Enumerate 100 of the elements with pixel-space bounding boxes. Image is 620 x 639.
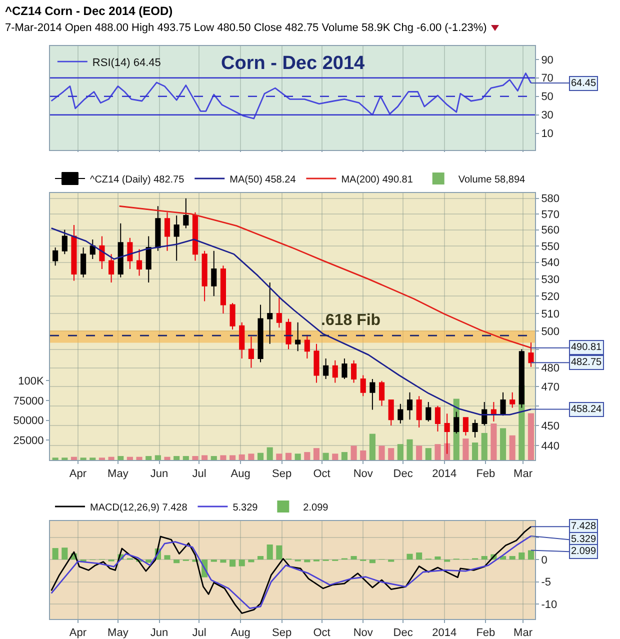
x-tick-label: Apr: [69, 468, 87, 480]
y-tick-label: 450: [541, 420, 560, 432]
candlestick: [304, 334, 310, 359]
x-tick-label: Mar: [514, 627, 533, 639]
candlestick: [434, 405, 441, 432]
x-tick-label: Dec: [393, 627, 414, 639]
y-tick-label: 10: [541, 128, 554, 140]
candlestick: [323, 358, 329, 380]
candlestick: [62, 229, 68, 255]
y-tick-label: 30: [541, 110, 554, 122]
bar: [220, 560, 226, 563]
candlestick: [192, 212, 198, 262]
x-tick-label: 2014: [432, 468, 457, 480]
candlestick: [286, 318, 292, 350]
x-tick-label: Aug: [230, 627, 250, 639]
bar: [248, 560, 254, 562]
annotation: 490.81: [571, 342, 602, 353]
bar: [434, 556, 441, 560]
bar: [174, 560, 180, 564]
candlestick: [211, 250, 217, 297]
y-tick-label: 0: [541, 554, 548, 566]
candlestick: [462, 417, 468, 436]
candlestick: [388, 400, 394, 426]
candlestick: [164, 212, 170, 252]
band-label: .618 Fib: [321, 312, 381, 329]
x-tick-label: Oct: [313, 468, 330, 480]
chart-subtitle: 7-Mar-2014 Open 488.00 High 493.75 Low 480.50 Close 482.75 Volume 58.9K Chg -6.00 (-1.23%): [4, 22, 487, 34]
candlestick: [332, 360, 338, 384]
bar: [509, 556, 516, 560]
candlestick: [426, 401, 432, 422]
candlestick: [416, 396, 422, 428]
x-tick-label: Aug: [230, 468, 250, 480]
candlestick: [482, 401, 488, 426]
candlestick: [108, 254, 114, 283]
y-tick-label: 560: [541, 224, 560, 237]
candlestick: [490, 401, 496, 422]
x-tick-label: Mar: [514, 468, 533, 480]
candlestick: [183, 198, 189, 229]
x-tick-label: Nov: [353, 627, 374, 639]
chart-title: ^CZ14 Corn - Dec 2014 (EOD): [4, 4, 173, 18]
candlestick: [258, 304, 264, 363]
annotation: 482.75: [571, 357, 602, 368]
bar: [518, 552, 525, 560]
candlestick: [528, 342, 534, 368]
y2-tick-label: 100K: [18, 375, 44, 388]
x-tick-label: May: [108, 627, 129, 639]
legend-label: RSI(14) 64.45: [92, 56, 161, 69]
line-series: [118, 205, 532, 349]
candlestick: [52, 247, 58, 266]
bar: [276, 545, 282, 560]
candlestick: [500, 392, 506, 416]
candlestick: [239, 322, 245, 359]
x-tick-label: Sep: [272, 627, 292, 639]
candlestick: [351, 360, 357, 384]
candlestick: [220, 265, 226, 314]
candlestick: [276, 297, 282, 328]
annotation: Corn - Dec 2014: [221, 53, 366, 74]
candlestick: [510, 392, 516, 408]
candlestick: [202, 250, 208, 302]
y-tick-label: 580: [541, 193, 560, 206]
x-tick-label: Feb: [476, 468, 496, 480]
candlestick: [80, 247, 86, 278]
bar: [350, 556, 357, 560]
candlestick: [267, 282, 273, 344]
candlestick: [472, 419, 478, 438]
bar: [230, 560, 236, 567]
candlestick: [248, 336, 254, 368]
candlestick: [360, 374, 366, 397]
bar: [62, 548, 68, 560]
candlestick: [230, 302, 236, 330]
x-tick-label: Jun: [150, 627, 168, 639]
y-tick-label: 510: [541, 308, 560, 320]
y-tick-label: -5: [541, 576, 551, 589]
y-tick-label: 520: [541, 290, 560, 303]
annotation: 7.428: [571, 521, 596, 532]
x-tick-label: Dec: [393, 468, 414, 480]
y-tick-label: 550: [541, 240, 560, 253]
bar: [238, 560, 245, 566]
line-series: [50, 228, 532, 416]
candlestick: [398, 403, 404, 424]
annotation: 458.24: [571, 404, 602, 415]
y-tick-label: -10: [541, 598, 558, 611]
candlestick: [295, 322, 301, 352]
y-tick-label: 480: [541, 362, 560, 375]
y-tick-label: 570: [541, 208, 560, 221]
candlestick: [71, 224, 77, 282]
legend-label: MA(50) 458.24: [230, 174, 296, 186]
x-tick-label: Jun: [150, 468, 168, 480]
legend-label: 2.099: [303, 502, 329, 514]
legend-label: ^CZ14 (Daily) 482.75: [90, 174, 185, 186]
candlestick: [174, 215, 180, 262]
line-series: [50, 526, 532, 614]
annotation: 2.099: [571, 546, 596, 557]
candlestick: [378, 380, 385, 406]
line-series: [50, 72, 532, 120]
y-tick-label: 90: [541, 54, 554, 66]
x-tick-label: May: [108, 468, 129, 480]
legend-label: Volume 58,894: [458, 174, 526, 186]
y-tick-label: 500: [541, 326, 560, 338]
y-tick-label: 530: [541, 274, 560, 286]
